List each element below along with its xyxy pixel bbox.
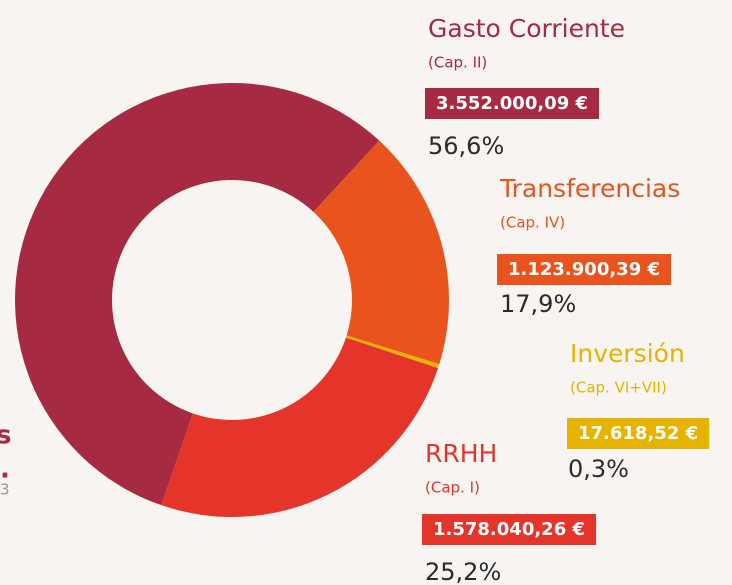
label-subtitle: (Cap. I) [425,479,480,497]
amount-box [425,88,600,119]
percent-label: 56,6% [428,132,504,160]
label-name: RRHH [425,439,497,468]
donut-slice [313,140,450,365]
donut-slice [15,82,380,506]
amount-box [422,514,597,545]
percent-label: 17,9% [500,290,576,318]
amount-box [497,254,672,285]
label-name: Inversión [570,339,685,368]
label-name: Transferencias [499,174,680,203]
label-name: Gasto Corriente [428,14,625,43]
side-text: 3 [0,481,10,499]
label-subtitle: (Cap. VI+VII) [570,379,667,397]
donut-slice [345,335,440,369]
amount-label: 1.578.040,26 € [433,519,585,540]
label-subtitle: (Cap. II) [428,54,487,72]
label-subtitle: (Cap. IV) [500,214,565,232]
side-text: s [0,421,11,451]
side-text: . [0,455,10,485]
amount-box [567,418,710,449]
amount-label: 3.552.000,09 € [436,93,588,114]
donut-slice [161,337,439,517]
percent-label: 25,2% [425,558,501,585]
amount-label: 17.618,52 € [578,423,698,444]
amount-label: 1.123.900,39 € [508,259,660,280]
percent-label: 0,3% [568,455,629,483]
